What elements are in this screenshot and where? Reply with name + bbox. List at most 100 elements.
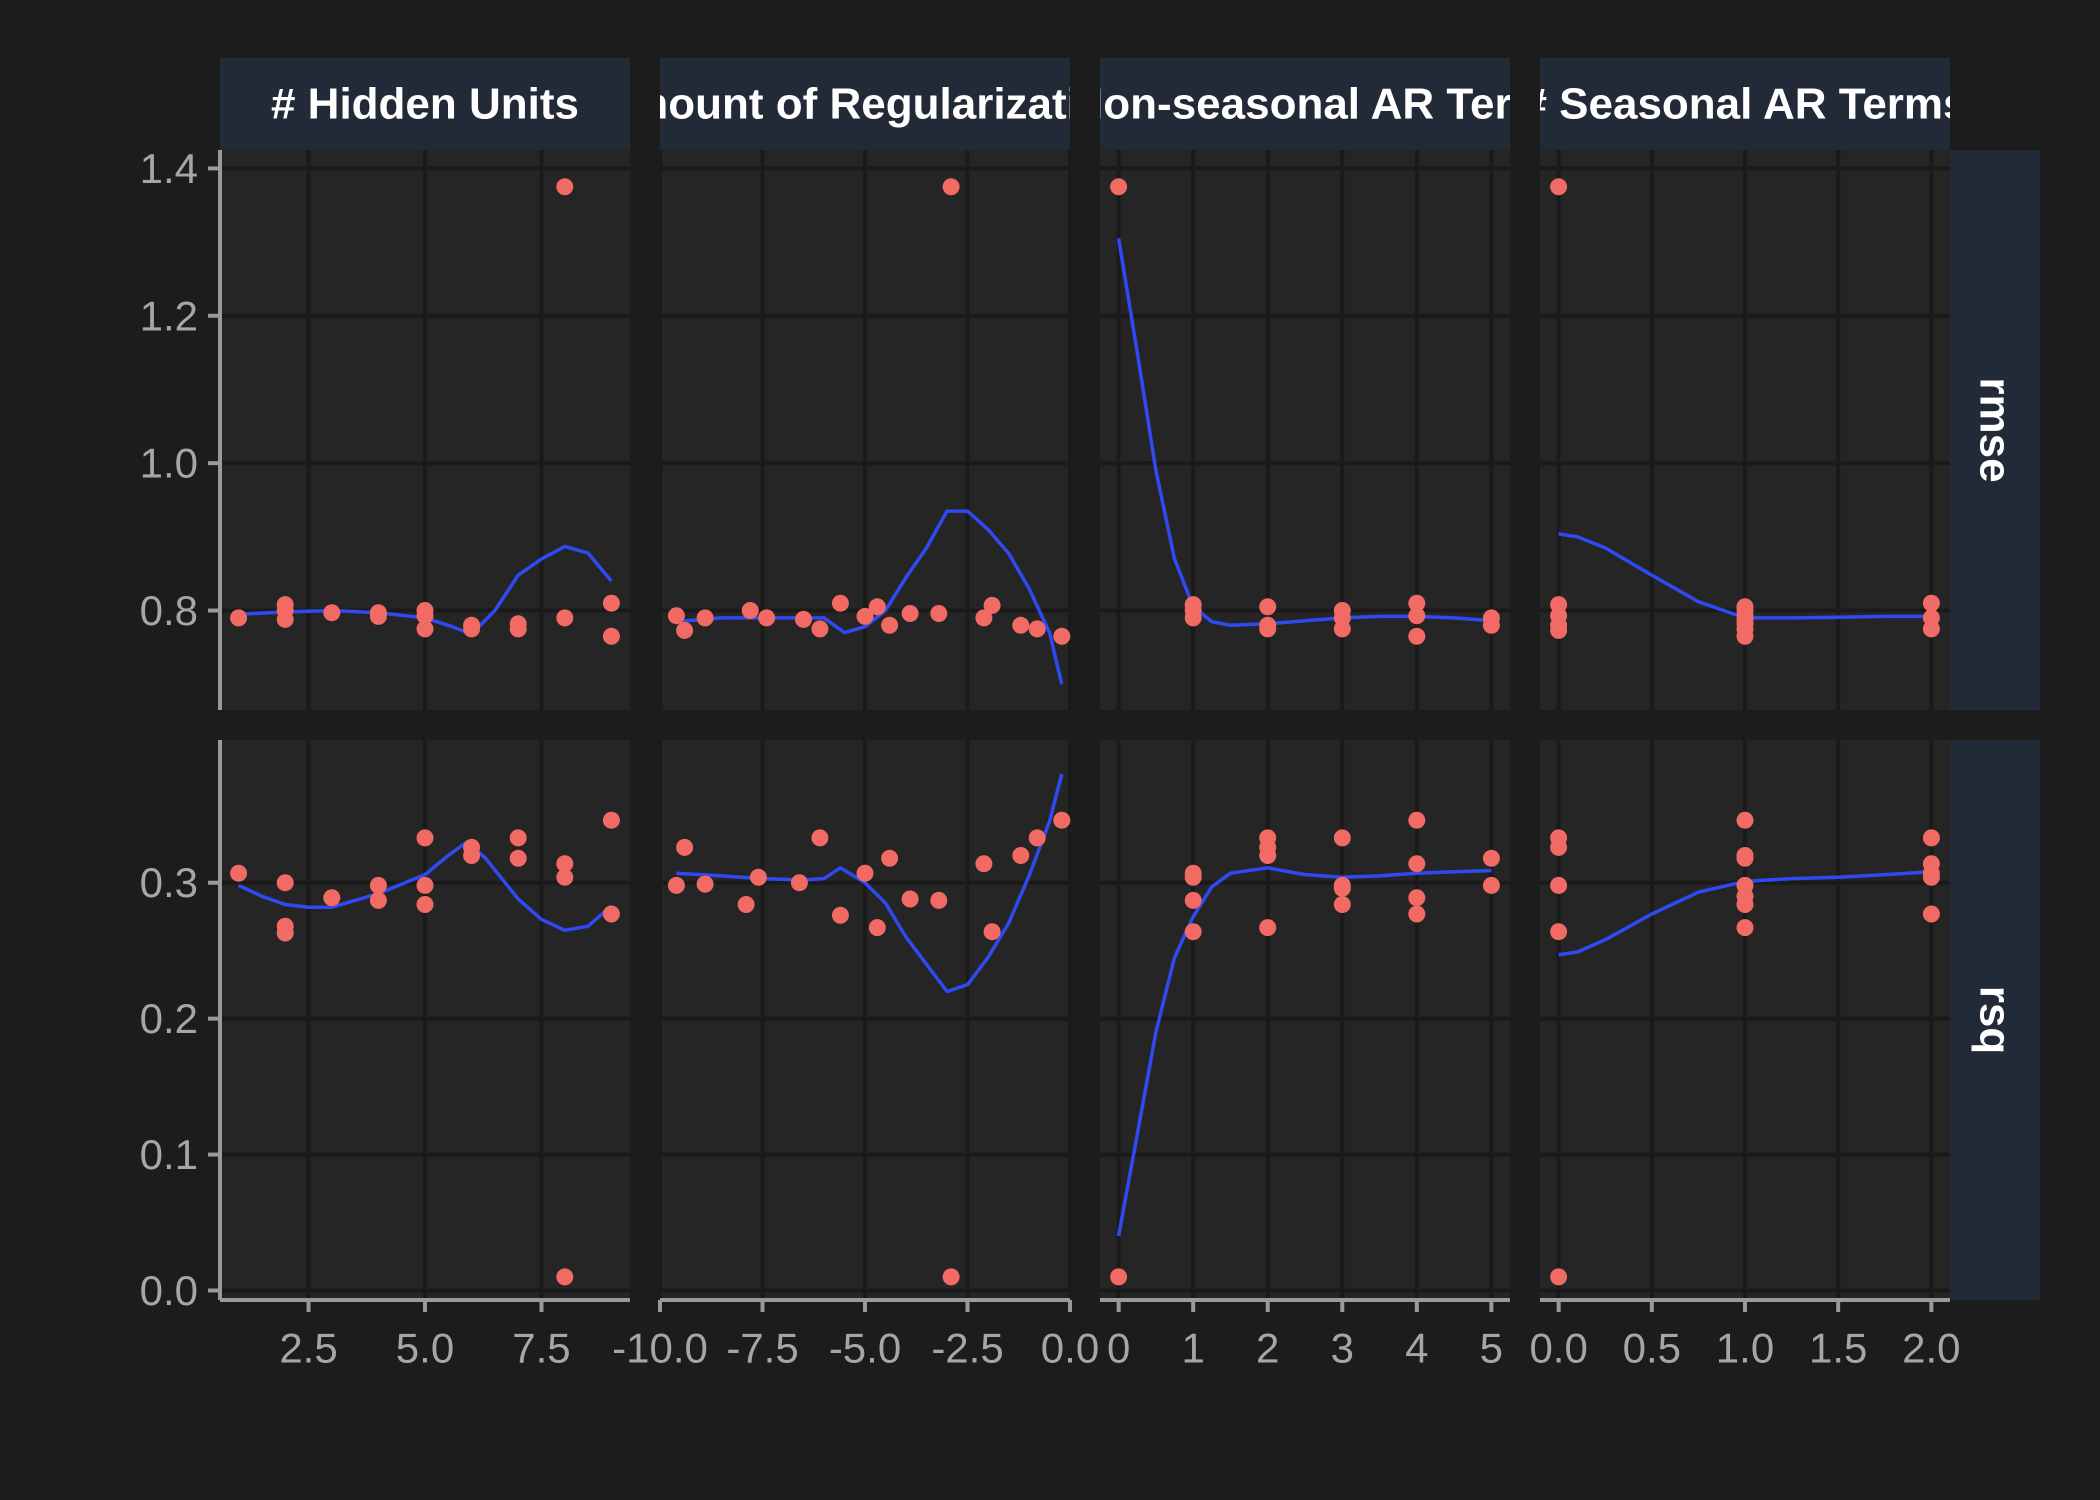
data-point [1333,829,1351,847]
data-point [676,621,694,639]
data-point [881,616,899,634]
data-point [790,874,808,892]
data-point [1408,905,1426,923]
data-point [975,609,993,627]
x-tick-label: 0.5 [1623,1325,1681,1372]
data-point [602,905,620,923]
data-point [1408,607,1426,625]
panel-rsq-non_seasonal_ar [1100,740,1510,1300]
panel-rsq-hidden_units [220,740,630,1300]
y-tick-label: 0.2 [140,995,198,1042]
data-point [416,829,434,847]
data-point [901,605,919,622]
panel-rmse-hidden_units [220,150,630,710]
data-point [1408,594,1426,612]
data-point [856,607,874,625]
data-point [276,924,294,942]
row-strip-rsq [1950,740,2040,1300]
data-point [1736,896,1754,913]
data-point [463,620,481,638]
row-strip-rmse [1950,150,2040,710]
data-point [602,811,620,829]
data-point [1408,811,1426,829]
data-point [1408,627,1426,645]
data-point [1333,620,1351,638]
x-tick-label: 1.5 [1809,1325,1867,1372]
data-point [1012,616,1030,634]
column-strip-regularization [660,58,1070,150]
data-point [463,847,481,864]
gridlines [1100,740,1510,1300]
x-tick-label: 4 [1405,1325,1428,1372]
data-point [1736,627,1754,645]
data-point [1110,178,1128,196]
data-point [942,1268,960,1286]
smooth-line [1558,532,1932,620]
gridlines [660,740,1070,1300]
data-point [831,594,849,612]
data-point [741,602,759,619]
data-point [983,596,1001,614]
x-tick-label: 3 [1331,1325,1354,1372]
data-point [868,598,886,616]
y-tick-label: 1.0 [140,440,198,487]
y-tick-label: 0.3 [140,859,198,906]
data-point [758,609,776,627]
data-point [942,178,960,196]
panel-rsq-regularization [660,740,1071,1300]
smooth-line [1116,866,1492,1237]
data-point [1259,847,1277,864]
data-point [416,620,434,638]
data-point [416,876,434,894]
data-point [1736,811,1754,829]
data-point [369,891,387,909]
panel-background [1100,150,1510,710]
data-point [1922,620,1940,638]
data-point [1408,889,1426,907]
x-tick-label: 0.0 [1529,1325,1587,1372]
data-point [930,891,948,909]
data-point [369,876,387,894]
panel-rmse-seasonal_ar [1540,150,1950,710]
data-point [1259,919,1277,937]
data-point [509,829,527,847]
x-tick-label: 5 [1480,1325,1503,1372]
x-tick-label: 7.5 [512,1325,570,1372]
data-point [795,610,812,628]
data-point [1922,868,1940,886]
data-point [811,829,829,847]
data-point [556,609,574,627]
smooth-line [676,773,1064,994]
data-point [868,919,886,937]
data-point [556,868,574,886]
facet-panels [220,150,1950,1300]
data-point [323,604,341,622]
data-point [602,594,620,612]
data-point [369,607,387,625]
data-point [1408,855,1426,873]
data-point [276,610,294,628]
data-point [1550,876,1568,894]
data-point [230,864,248,882]
data-point [276,874,294,892]
data-point [323,889,341,907]
data-point [737,896,755,913]
smooth-line [237,840,613,933]
panel-rmse-non_seasonal_ar [1100,150,1510,710]
data-point [556,855,574,873]
y-tick-label: 0.8 [140,587,198,634]
data-point [1922,829,1940,847]
column-strip-label: # Hidden Units [271,80,579,129]
data-point [1550,178,1568,196]
column-strip-label: # Non-seasonal AR Terms [1035,80,1575,129]
data-point [1482,616,1500,634]
x-tick-label: 2 [1256,1325,1279,1372]
x-tick-label: 5.0 [396,1325,454,1372]
column-strips: # Hidden Units Amount of Regularization# … [220,58,1950,150]
x-tick-label: -7.5 [726,1325,798,1372]
data-point [1184,868,1202,886]
data-point [811,620,829,638]
x-tick-label: 1.0 [1716,1325,1774,1372]
y-tick-label: 1.2 [140,292,198,339]
